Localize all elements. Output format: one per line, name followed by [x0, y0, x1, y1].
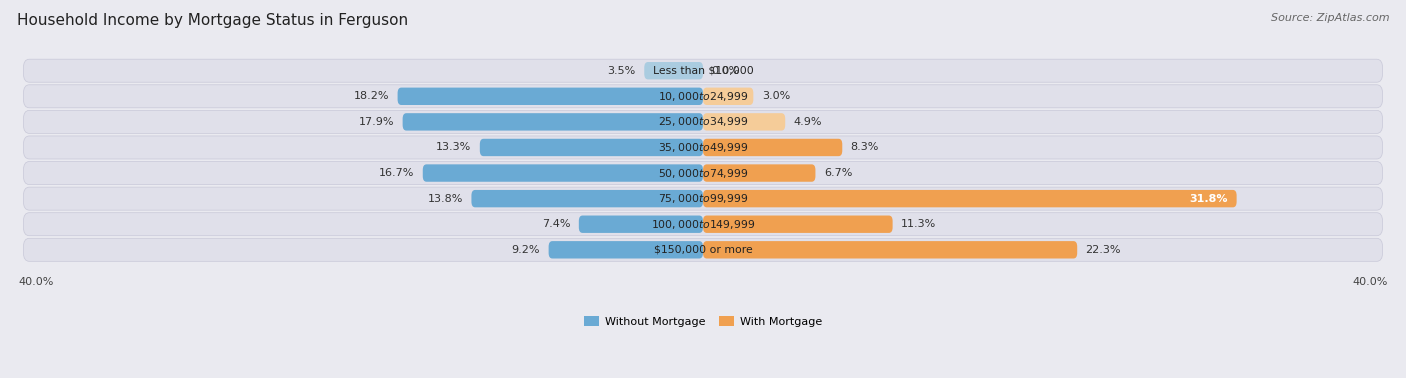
- FancyBboxPatch shape: [24, 238, 1382, 261]
- Text: 9.2%: 9.2%: [512, 245, 540, 255]
- FancyBboxPatch shape: [703, 139, 842, 156]
- Text: Less than $10,000: Less than $10,000: [652, 66, 754, 76]
- FancyBboxPatch shape: [24, 213, 1382, 236]
- Text: 22.3%: 22.3%: [1085, 245, 1121, 255]
- Text: 6.7%: 6.7%: [824, 168, 852, 178]
- Text: $35,000 to $49,999: $35,000 to $49,999: [658, 141, 748, 154]
- FancyBboxPatch shape: [579, 215, 703, 233]
- FancyBboxPatch shape: [479, 139, 703, 156]
- Text: 4.9%: 4.9%: [793, 117, 823, 127]
- Text: $50,000 to $74,999: $50,000 to $74,999: [658, 167, 748, 180]
- Text: 13.3%: 13.3%: [436, 143, 471, 152]
- Text: 40.0%: 40.0%: [1353, 277, 1388, 287]
- Text: 31.8%: 31.8%: [1189, 194, 1229, 204]
- Text: 7.4%: 7.4%: [541, 219, 571, 229]
- Text: 16.7%: 16.7%: [380, 168, 415, 178]
- Text: $75,000 to $99,999: $75,000 to $99,999: [658, 192, 748, 205]
- Text: 40.0%: 40.0%: [18, 277, 53, 287]
- Text: $150,000 or more: $150,000 or more: [654, 245, 752, 255]
- Text: Household Income by Mortgage Status in Ferguson: Household Income by Mortgage Status in F…: [17, 13, 408, 28]
- FancyBboxPatch shape: [703, 241, 1077, 259]
- FancyBboxPatch shape: [24, 187, 1382, 210]
- FancyBboxPatch shape: [548, 241, 703, 259]
- Text: 3.5%: 3.5%: [607, 66, 636, 76]
- FancyBboxPatch shape: [703, 190, 1237, 207]
- FancyBboxPatch shape: [24, 85, 1382, 108]
- Legend: Without Mortgage, With Mortgage: Without Mortgage, With Mortgage: [579, 311, 827, 331]
- FancyBboxPatch shape: [24, 59, 1382, 82]
- FancyBboxPatch shape: [24, 161, 1382, 184]
- Text: $10,000 to $24,999: $10,000 to $24,999: [658, 90, 748, 103]
- FancyBboxPatch shape: [703, 164, 815, 182]
- Text: 17.9%: 17.9%: [359, 117, 394, 127]
- Text: 8.3%: 8.3%: [851, 143, 879, 152]
- Text: 13.8%: 13.8%: [427, 194, 463, 204]
- FancyBboxPatch shape: [703, 215, 893, 233]
- FancyBboxPatch shape: [703, 88, 754, 105]
- Text: 18.2%: 18.2%: [354, 91, 389, 101]
- FancyBboxPatch shape: [24, 110, 1382, 133]
- Text: 3.0%: 3.0%: [762, 91, 790, 101]
- FancyBboxPatch shape: [471, 190, 703, 207]
- FancyBboxPatch shape: [398, 88, 703, 105]
- FancyBboxPatch shape: [423, 164, 703, 182]
- FancyBboxPatch shape: [644, 62, 703, 79]
- FancyBboxPatch shape: [703, 113, 785, 130]
- FancyBboxPatch shape: [24, 136, 1382, 159]
- Text: 11.3%: 11.3%: [901, 219, 936, 229]
- FancyBboxPatch shape: [402, 113, 703, 130]
- Text: Source: ZipAtlas.com: Source: ZipAtlas.com: [1271, 13, 1389, 23]
- Text: 0.0%: 0.0%: [711, 66, 740, 76]
- Text: $100,000 to $149,999: $100,000 to $149,999: [651, 218, 755, 231]
- Text: $25,000 to $34,999: $25,000 to $34,999: [658, 115, 748, 129]
